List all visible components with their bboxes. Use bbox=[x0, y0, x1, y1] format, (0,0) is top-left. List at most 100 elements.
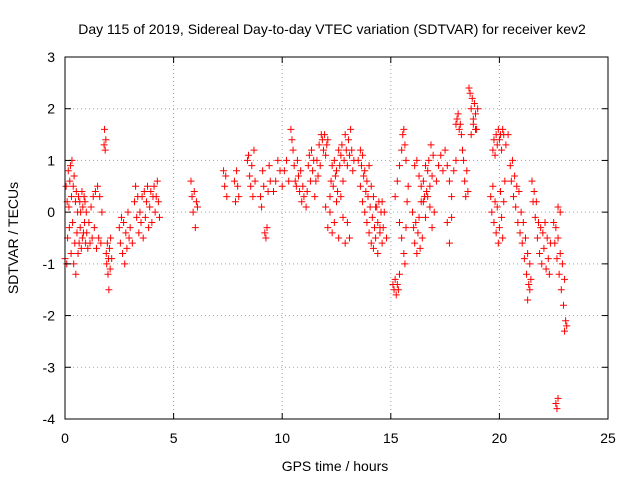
data-point bbox=[393, 177, 401, 185]
data-point bbox=[365, 162, 373, 170]
data-point bbox=[400, 250, 408, 258]
data-point bbox=[100, 141, 108, 149]
data-point bbox=[430, 208, 438, 216]
data-point bbox=[78, 234, 86, 242]
data-point bbox=[131, 198, 139, 206]
data-point bbox=[545, 270, 553, 278]
data-point bbox=[462, 193, 470, 201]
data-point bbox=[400, 125, 408, 133]
data-point bbox=[393, 281, 401, 289]
data-point bbox=[121, 260, 129, 268]
data-point bbox=[382, 234, 390, 242]
data-point bbox=[83, 229, 91, 237]
data-point bbox=[488, 208, 496, 216]
data-point bbox=[448, 213, 456, 221]
data-point bbox=[542, 265, 550, 273]
data-point bbox=[137, 218, 145, 226]
data-point bbox=[537, 224, 545, 232]
data-point bbox=[300, 193, 308, 201]
data-point bbox=[399, 131, 407, 139]
data-point bbox=[97, 239, 105, 247]
data-point bbox=[465, 84, 473, 92]
data-point bbox=[365, 229, 373, 237]
data-point bbox=[259, 167, 267, 175]
data-point bbox=[120, 218, 128, 226]
data-point bbox=[154, 198, 162, 206]
data-point bbox=[138, 193, 146, 201]
data-point bbox=[117, 213, 125, 221]
x-tick-label: 0 bbox=[61, 430, 69, 446]
data-point bbox=[119, 250, 127, 258]
data-point bbox=[367, 239, 375, 247]
data-point bbox=[402, 224, 410, 232]
data-point bbox=[69, 182, 77, 190]
data-point bbox=[419, 198, 427, 206]
data-point bbox=[331, 172, 339, 180]
data-point bbox=[369, 244, 377, 252]
data-point bbox=[292, 182, 300, 190]
data-point bbox=[297, 167, 305, 175]
data-point bbox=[357, 162, 365, 170]
data-point bbox=[85, 218, 93, 226]
data-point bbox=[556, 250, 564, 258]
data-point bbox=[132, 182, 140, 190]
data-point bbox=[360, 172, 368, 180]
data-point bbox=[330, 156, 338, 164]
data-point bbox=[340, 156, 348, 164]
data-point bbox=[294, 172, 302, 180]
data-point bbox=[334, 187, 342, 195]
data-point bbox=[518, 239, 526, 247]
data-point bbox=[147, 187, 155, 195]
data-point bbox=[356, 182, 364, 190]
data-point bbox=[398, 146, 406, 154]
data-point bbox=[392, 291, 400, 299]
data-point bbox=[413, 156, 421, 164]
data-point bbox=[263, 224, 271, 232]
data-point bbox=[287, 125, 295, 133]
data-point bbox=[140, 187, 148, 195]
data-point bbox=[347, 125, 355, 133]
data-point bbox=[103, 239, 111, 247]
data-point bbox=[75, 239, 83, 247]
data-point bbox=[426, 182, 434, 190]
data-point bbox=[523, 270, 531, 278]
data-point bbox=[378, 239, 386, 247]
data-point bbox=[323, 141, 331, 149]
data-point bbox=[322, 203, 330, 211]
data-point bbox=[554, 203, 562, 211]
data-point bbox=[221, 182, 229, 190]
data-point bbox=[511, 172, 519, 180]
data-point bbox=[136, 208, 144, 216]
data-point bbox=[543, 234, 551, 242]
data-point bbox=[315, 141, 323, 149]
x-axis-label: GPS time / hours bbox=[282, 458, 389, 474]
data-point bbox=[293, 156, 301, 164]
data-point bbox=[346, 234, 354, 242]
data-point bbox=[106, 244, 114, 252]
data-point bbox=[102, 250, 110, 258]
data-point bbox=[544, 255, 552, 263]
data-point bbox=[319, 146, 327, 154]
data-point bbox=[262, 234, 270, 242]
data-point bbox=[422, 162, 430, 170]
data-point bbox=[538, 260, 546, 268]
data-point bbox=[519, 218, 527, 226]
data-point bbox=[525, 281, 533, 289]
data-point bbox=[126, 224, 134, 232]
data-point bbox=[256, 193, 264, 201]
data-point bbox=[458, 146, 466, 154]
data-point bbox=[363, 177, 371, 185]
data-point bbox=[562, 317, 570, 325]
y-tick-labels: -4 -3 -2 -1 0 1 2 3 bbox=[43, 49, 56, 427]
data-point bbox=[115, 224, 123, 232]
data-point bbox=[469, 120, 477, 128]
data-point bbox=[372, 234, 380, 242]
data-point bbox=[510, 193, 518, 201]
data-point bbox=[101, 146, 109, 154]
data-point bbox=[341, 239, 349, 247]
data-point bbox=[413, 250, 421, 258]
x-tick-label: 10 bbox=[274, 430, 290, 446]
data-point bbox=[321, 131, 329, 139]
data-point bbox=[359, 198, 367, 206]
